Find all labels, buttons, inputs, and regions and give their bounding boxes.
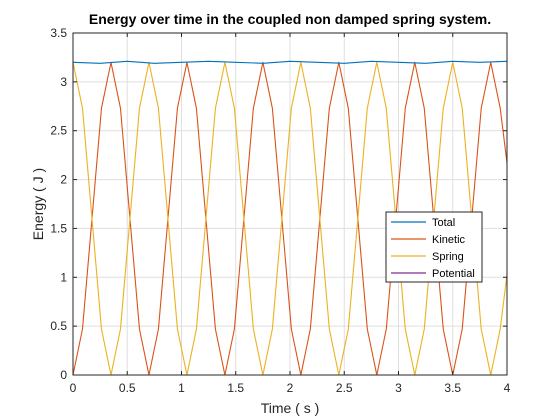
legend-entry-kinetic: Kinetic bbox=[432, 234, 466, 246]
legend: Total Kinetic Spring Potential bbox=[385, 211, 483, 283]
y-tick-label: 1 bbox=[60, 270, 67, 284]
x-tick-label: 3.5 bbox=[444, 381, 461, 395]
legend-entry-total: Total bbox=[432, 217, 455, 229]
y-tick-label: 0.5 bbox=[50, 319, 67, 333]
y-tick-label: 0 bbox=[60, 368, 67, 382]
x-tick-label: 0 bbox=[70, 381, 77, 395]
y-tick-label: 3.5 bbox=[50, 26, 67, 40]
y-tick-label: 2 bbox=[60, 173, 67, 187]
series-line-total bbox=[72, 60, 508, 64]
y-tick-label: 1.5 bbox=[50, 221, 67, 235]
chart-title: Energy over time in the coupled non damp… bbox=[89, 11, 491, 27]
x-tick-label: 1.5 bbox=[227, 381, 244, 395]
x-tick-label: 3 bbox=[395, 381, 402, 395]
series-line-spring bbox=[72, 61, 508, 376]
axis-ticks: 0 0.5 1 1.5 2 2.5 3 3.5 4 0 0.5 1 1.5 2 2.5 3 3.5 bbox=[50, 26, 510, 395]
x-tick-label: 1 bbox=[178, 381, 185, 395]
legend-box bbox=[385, 211, 483, 283]
x-tick-label: 4 bbox=[504, 381, 511, 395]
y-axis-label: Energy ( J ) bbox=[30, 168, 46, 240]
x-tick-label: 0.5 bbox=[119, 381, 136, 395]
x-tick-label: 2 bbox=[287, 381, 294, 395]
legend-entry-spring: Spring bbox=[432, 251, 464, 263]
legend-entry-potential: Potential bbox=[432, 268, 475, 280]
y-tick-label: 3 bbox=[60, 75, 67, 89]
x-tick-label: 2.5 bbox=[336, 381, 353, 395]
y-tick-label: 2.5 bbox=[50, 124, 67, 138]
x-axis-label: Time ( s ) bbox=[261, 400, 320, 416]
